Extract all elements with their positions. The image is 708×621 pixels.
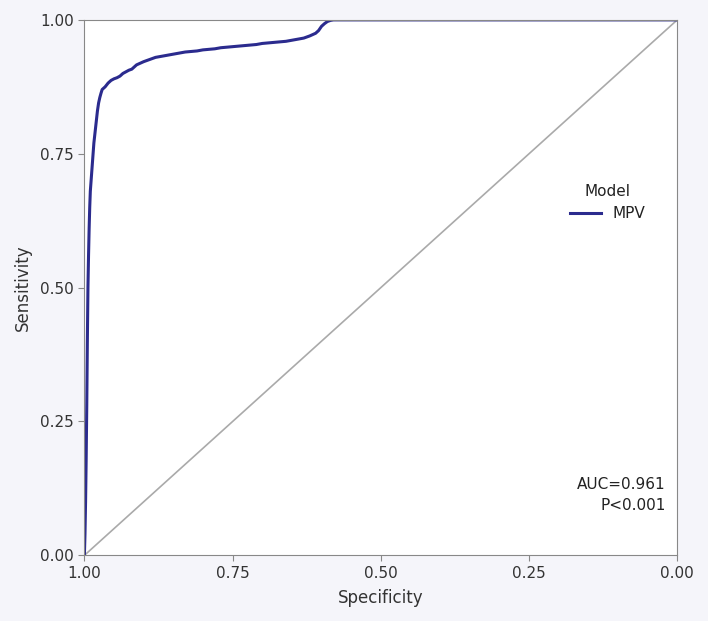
- Y-axis label: Sensitivity: Sensitivity: [14, 244, 32, 331]
- Legend: MPV: MPV: [564, 178, 652, 227]
- Text: AUC=0.961
P<0.001: AUC=0.961 P<0.001: [577, 476, 666, 512]
- X-axis label: Specificity: Specificity: [338, 589, 423, 607]
